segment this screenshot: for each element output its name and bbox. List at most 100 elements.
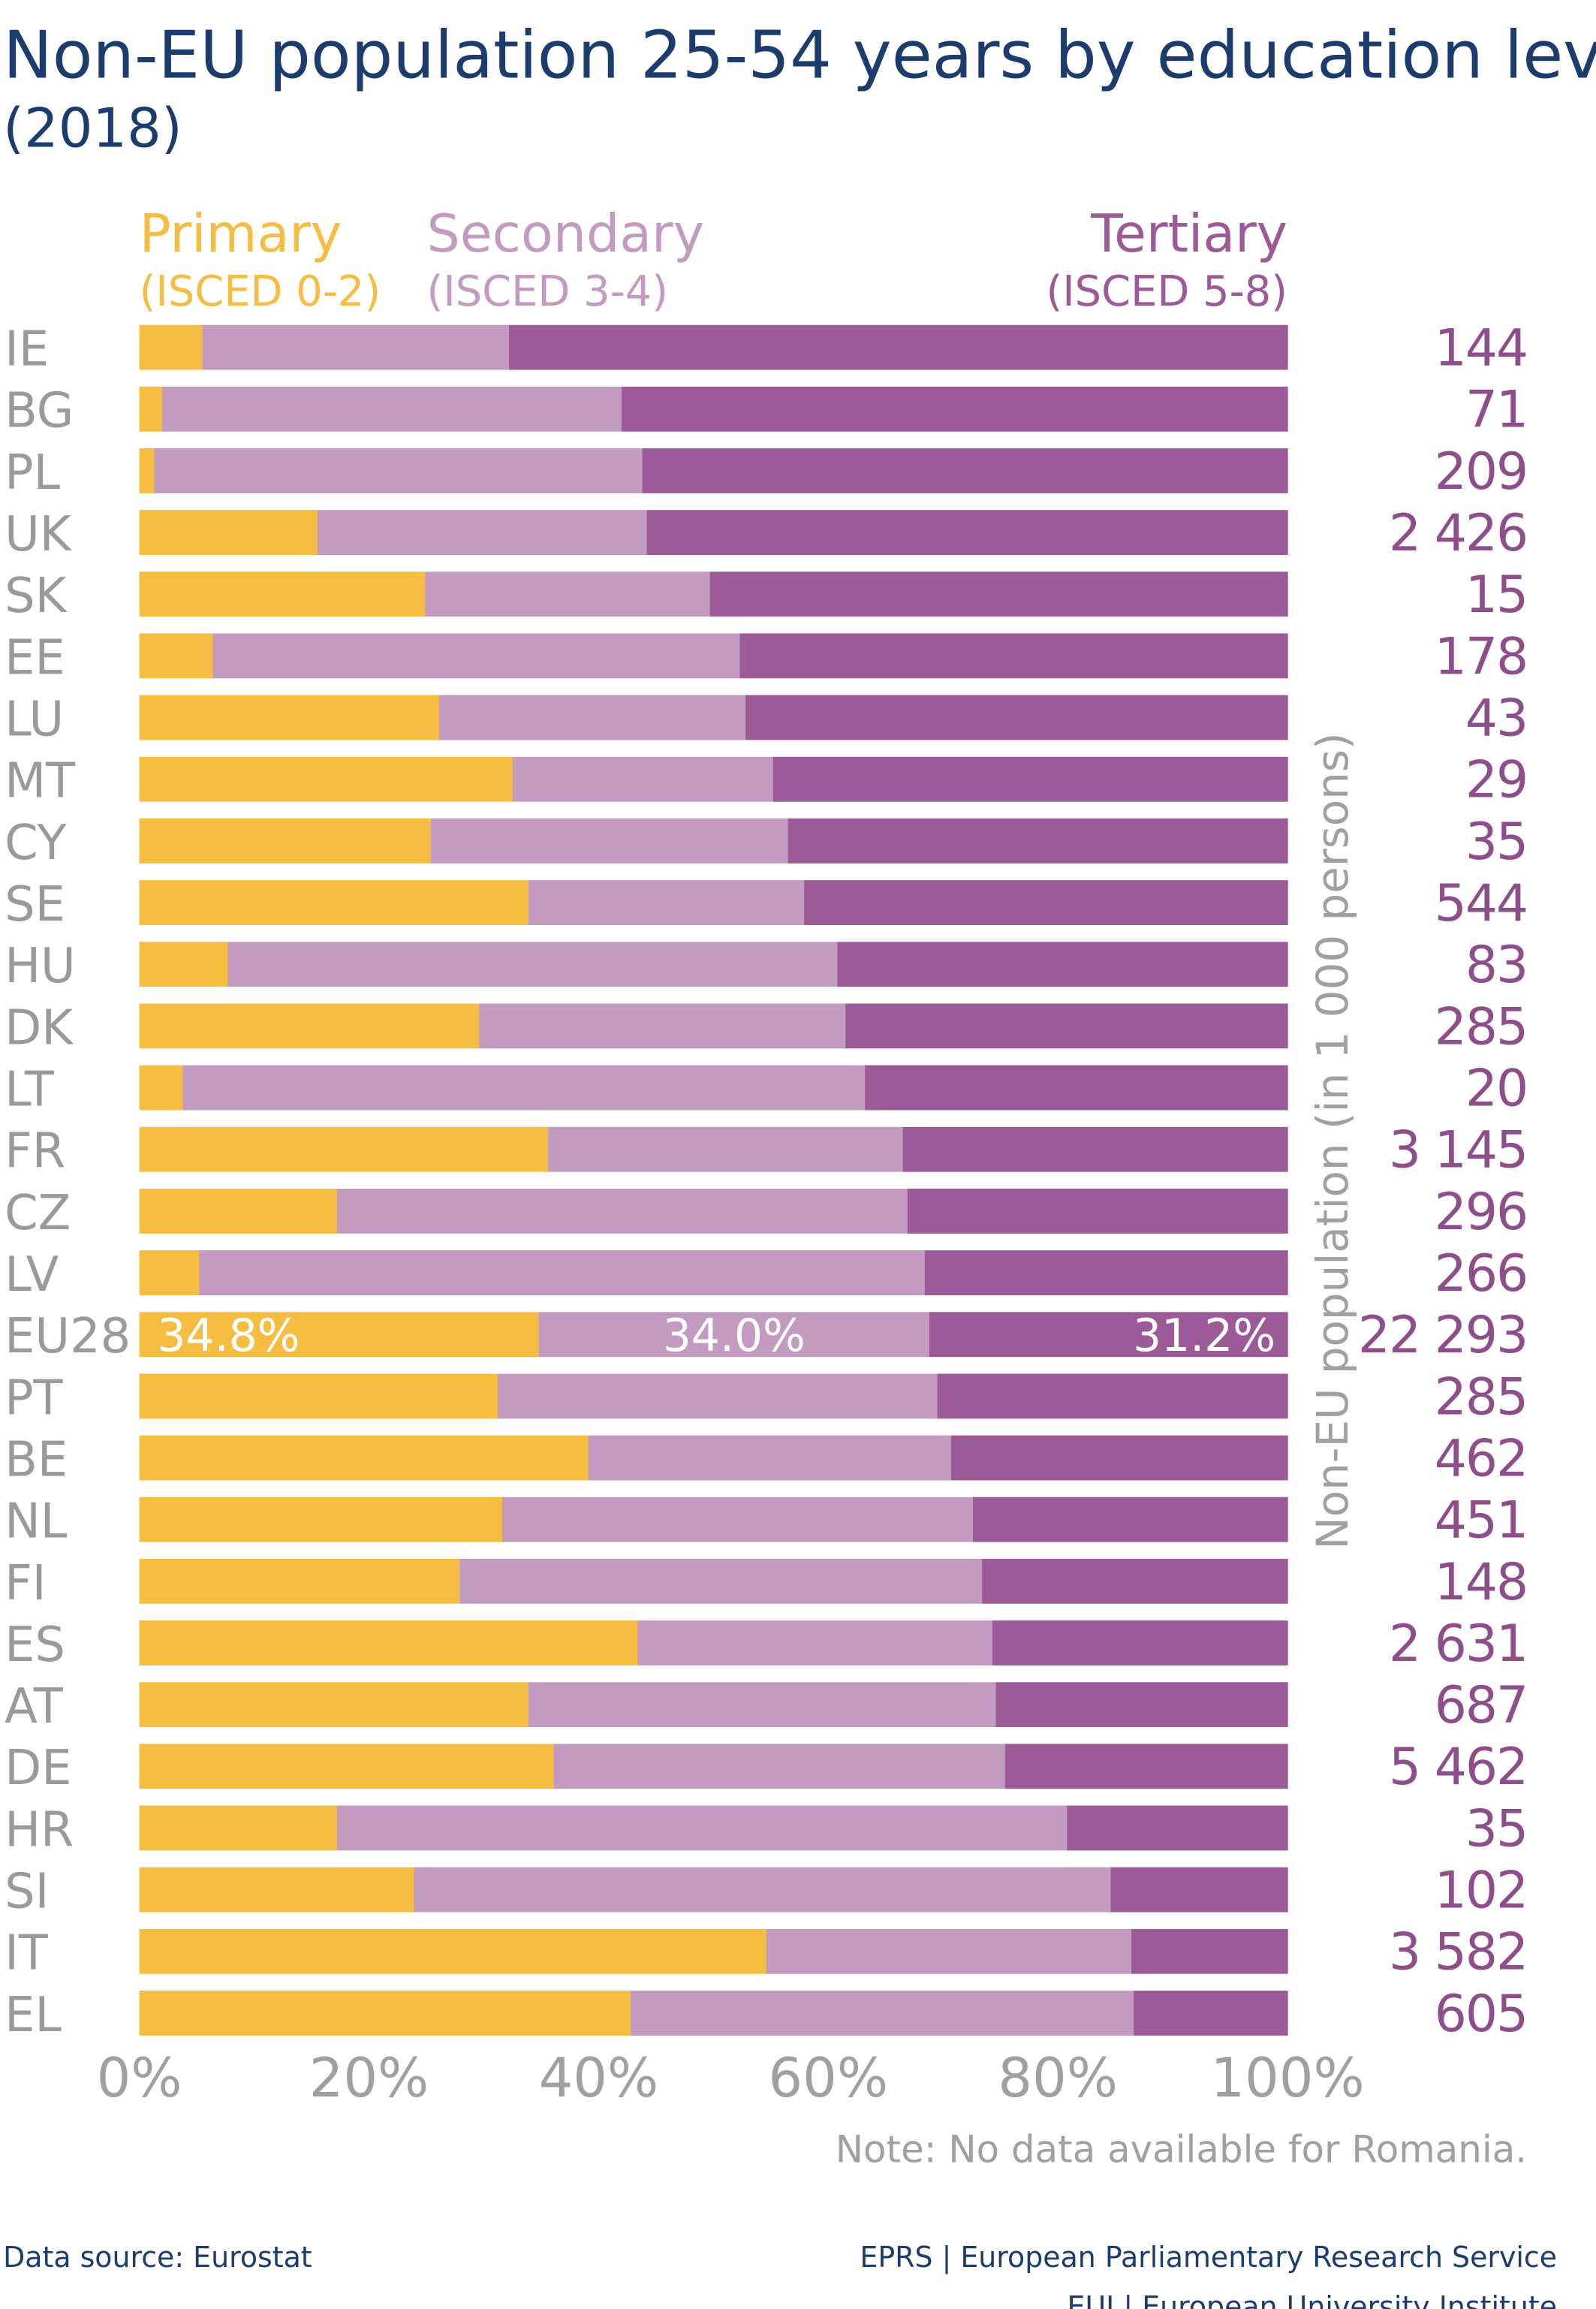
- chart-title: Non-EU population 25-54 years by educati…: [3, 17, 1596, 94]
- bar-segment-secondary: [637, 1620, 993, 1665]
- category-label: SI: [5, 1864, 49, 1920]
- legend-primary: Primary: [140, 203, 342, 264]
- total-axis-label: Non-EU population (in 1 000 persons): [1307, 733, 1358, 1550]
- total-label: 3 582: [1389, 1922, 1527, 1982]
- bar-segment-tertiary: [745, 695, 1288, 740]
- category-label: AT: [5, 1679, 64, 1735]
- bar-segment-primary: [139, 1497, 503, 1542]
- bar-segment-primary: [139, 633, 214, 679]
- category-label: EL: [5, 1988, 62, 2043]
- category-label: PL: [5, 445, 60, 501]
- bar-segment-primary: [139, 571, 426, 617]
- category-label: CY: [5, 815, 67, 871]
- bar-row-SK: SK 15: [5, 565, 1528, 624]
- x-tick-label: 60%: [769, 2046, 889, 2109]
- bar-segment-primary: [139, 1558, 460, 1604]
- legend-secondary-sub: (ISCED 3-4): [426, 267, 668, 316]
- category-label: BE: [5, 1432, 68, 1488]
- category-label: DE: [5, 1741, 71, 1796]
- bar-segment-tertiary: [950, 1435, 1288, 1481]
- category-label: LT: [5, 1062, 55, 1117]
- bar-row-CZ: CZ 296: [5, 1182, 1528, 1241]
- bar-segment-primary: [139, 448, 155, 493]
- bar-segment-tertiary: [907, 1188, 1288, 1234]
- bar-segment-primary: [139, 1250, 200, 1295]
- bar-row-IT: IT 3 582: [5, 1922, 1528, 1982]
- bar-segment-secondary: [766, 1928, 1132, 1974]
- bar-row-PT: PT 285: [5, 1367, 1528, 1426]
- category-label: EE: [5, 630, 65, 686]
- bar-segment-secondary: [202, 324, 510, 370]
- bar-row-PL: PL 209: [5, 442, 1528, 501]
- total-label: 605: [1435, 1984, 1527, 2043]
- bar-segment-primary: [139, 1312, 540, 1358]
- x-tick-label: 80%: [998, 2046, 1118, 2109]
- category-label: NL: [5, 1494, 68, 1550]
- bar-row-HR: HR 35: [5, 1798, 1528, 1858]
- bar-segment-tertiary: [1067, 1805, 1288, 1851]
- bar-segment-primary: [139, 1126, 549, 1172]
- bar-segment-primary: [139, 386, 163, 432]
- bar-segment-tertiary: [772, 756, 1288, 802]
- bar-segment-tertiary: [804, 880, 1288, 925]
- data-label: 34.8%: [157, 1310, 300, 1362]
- category-label: LV: [5, 1247, 59, 1303]
- category-label: LU: [5, 692, 64, 748]
- bar-segment-tertiary: [902, 1126, 1288, 1172]
- note: Note: No data available for Romania.: [836, 2128, 1527, 2172]
- total-label: 209: [1435, 442, 1527, 501]
- bar-row-AT: AT 687: [5, 1675, 1528, 1735]
- bar-segment-secondary: [414, 1867, 1112, 1913]
- bar-row-DK: DK 285: [5, 996, 1528, 1056]
- bar-segment-tertiary: [982, 1558, 1288, 1604]
- bar-segment-primary: [139, 695, 440, 740]
- total-label: 22 293: [1358, 1305, 1527, 1364]
- bar-segment-tertiary: [937, 1373, 1288, 1419]
- total-label: 35: [1465, 1798, 1527, 1858]
- category-label: BG: [5, 384, 74, 439]
- total-label: 3 145: [1389, 1120, 1527, 1180]
- bar-row-BG: BG 71: [5, 380, 1528, 439]
- bar-row-MT: MT 29: [5, 750, 1528, 809]
- total-label: 687: [1435, 1675, 1527, 1735]
- bar-segment-secondary: [212, 633, 741, 679]
- category-label: CZ: [5, 1186, 71, 1241]
- bar-segment-primary: [139, 818, 432, 864]
- x-tick-label: 0%: [97, 2046, 182, 2109]
- bar-segment-secondary: [538, 1312, 930, 1358]
- bar-row-EE: EE 178: [5, 626, 1528, 686]
- bar-segment-primary: [139, 510, 318, 556]
- bar-row-EU28: EU28 22 293 34.8% 34.0% 31.2%: [5, 1305, 1528, 1364]
- x-tick-label: 100%: [1211, 2046, 1365, 2109]
- bar-segment-tertiary: [1110, 1867, 1288, 1913]
- total-label: 102: [1435, 1861, 1527, 1920]
- total-label: 148: [1435, 1552, 1527, 1611]
- bar-segment-tertiary: [621, 386, 1288, 432]
- bar-segment-primary: [139, 880, 529, 925]
- legend-tertiary-sub: (ISCED 5-8): [1046, 267, 1287, 316]
- bar-segment-primary: [139, 324, 203, 370]
- data-source: Data source: Eurostat: [3, 2241, 312, 2274]
- category-label: UK: [5, 507, 73, 562]
- bar-row-ES: ES 2 631: [5, 1614, 1528, 1673]
- category-label: DK: [5, 1000, 74, 1056]
- data-label: 31.2%: [1133, 1310, 1275, 1362]
- bar-row-LU: LU 43: [5, 689, 1528, 748]
- bar-segment-tertiary: [1131, 1928, 1288, 1974]
- bar-segment-secondary: [154, 448, 643, 493]
- bar-segment-tertiary: [646, 510, 1288, 556]
- bar-row-HU: HU 83: [5, 935, 1528, 994]
- bar-segment-primary: [139, 942, 228, 987]
- bar-row-LV: LV 266: [5, 1243, 1528, 1303]
- bar-segment-tertiary: [1004, 1744, 1288, 1789]
- total-label: 2 631: [1389, 1614, 1527, 1673]
- bar-segment-secondary: [425, 571, 711, 617]
- x-tick-label: 20%: [309, 2046, 429, 2109]
- bar-segment-tertiary: [865, 1065, 1288, 1111]
- category-label: ES: [5, 1617, 65, 1673]
- bar-segment-tertiary: [1134, 1991, 1288, 2036]
- bar-segment-secondary: [528, 1682, 997, 1728]
- total-label: 266: [1435, 1243, 1527, 1303]
